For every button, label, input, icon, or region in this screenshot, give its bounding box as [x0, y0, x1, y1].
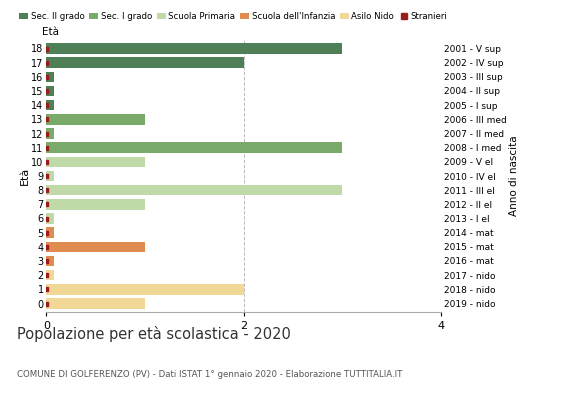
Bar [46, 171, 55, 181]
Bar [46, 298, 145, 309]
Bar [46, 86, 55, 96]
Bar [46, 270, 55, 280]
Bar [46, 199, 145, 210]
Bar [46, 57, 244, 68]
Text: Popolazione per età scolastica - 2020: Popolazione per età scolastica - 2020 [17, 326, 291, 342]
Text: COMUNE DI GOLFERENZO (PV) - Dati ISTAT 1° gennaio 2020 - Elaborazione TUTTITALIA: COMUNE DI GOLFERENZO (PV) - Dati ISTAT 1… [17, 370, 403, 379]
Text: Età: Età [42, 27, 60, 37]
Bar [46, 156, 145, 167]
Bar [46, 142, 342, 153]
Bar [46, 100, 55, 110]
Y-axis label: Età: Età [20, 167, 30, 185]
Bar [46, 72, 55, 82]
Bar [46, 242, 145, 252]
Bar [46, 256, 55, 266]
Bar [46, 213, 55, 224]
Bar [46, 128, 55, 139]
Bar [46, 227, 55, 238]
Y-axis label: Anno di nascita: Anno di nascita [509, 136, 519, 216]
Bar [46, 284, 244, 295]
Legend: Sec. II grado, Sec. I grado, Scuola Primaria, Scuola dell'Infanzia, Asilo Nido, : Sec. II grado, Sec. I grado, Scuola Prim… [16, 8, 451, 24]
Bar [46, 43, 342, 54]
Bar [46, 185, 342, 196]
Bar [46, 114, 145, 125]
